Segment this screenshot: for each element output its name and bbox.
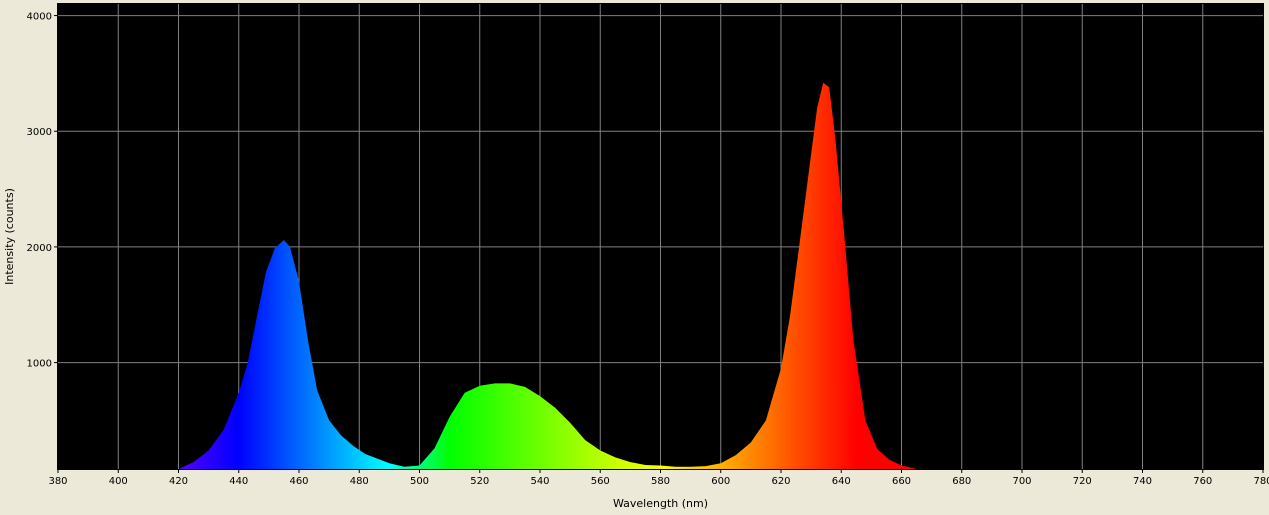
x-tick-label: 700 <box>1012 476 1031 487</box>
x-tick-label: 760 <box>1193 476 1212 487</box>
y-axis-ticks: 1000 2000 3000 4000 <box>27 12 58 370</box>
x-tick-label: 560 <box>591 476 610 487</box>
x-tick-label: 380 <box>48 476 67 487</box>
y-axis-label: Intensity (counts) <box>3 188 16 285</box>
grid-lines <box>58 4 1263 469</box>
x-tick-label: 640 <box>832 476 851 487</box>
x-tick-label: 400 <box>109 476 128 487</box>
x-tick-label: 520 <box>470 476 489 487</box>
y-tick-label: 4000 <box>27 12 52 23</box>
x-tick-label: 440 <box>229 476 248 487</box>
x-tick-label: 580 <box>651 476 670 487</box>
x-axis-label: Wavelength (nm) <box>613 497 708 510</box>
x-tick-label: 460 <box>289 476 308 487</box>
x-tick-label: 600 <box>711 476 730 487</box>
y-tick-label: 3000 <box>27 127 52 138</box>
x-tick-label: 720 <box>1073 476 1092 487</box>
x-tick-label: 540 <box>530 476 549 487</box>
x-tick-label: 680 <box>952 476 971 487</box>
series-layer <box>178 82 917 469</box>
x-tick-label: 480 <box>350 476 369 487</box>
x-axis-ticks: 380 400 420 440 460 480 500 520 540 560 580 600 620 6… <box>48 469 1269 487</box>
spectrum-area <box>178 82 917 469</box>
y-tick-label: 1000 <box>27 359 52 370</box>
x-tick-label: 660 <box>892 476 911 487</box>
x-tick-label: 620 <box>771 476 790 487</box>
x-tick-label: 420 <box>169 476 188 487</box>
x-tick-label: 500 <box>410 476 429 487</box>
y-tick-label: 2000 <box>27 243 52 254</box>
x-tick-label: 780 <box>1253 476 1269 487</box>
x-tick-label: 740 <box>1133 476 1152 487</box>
